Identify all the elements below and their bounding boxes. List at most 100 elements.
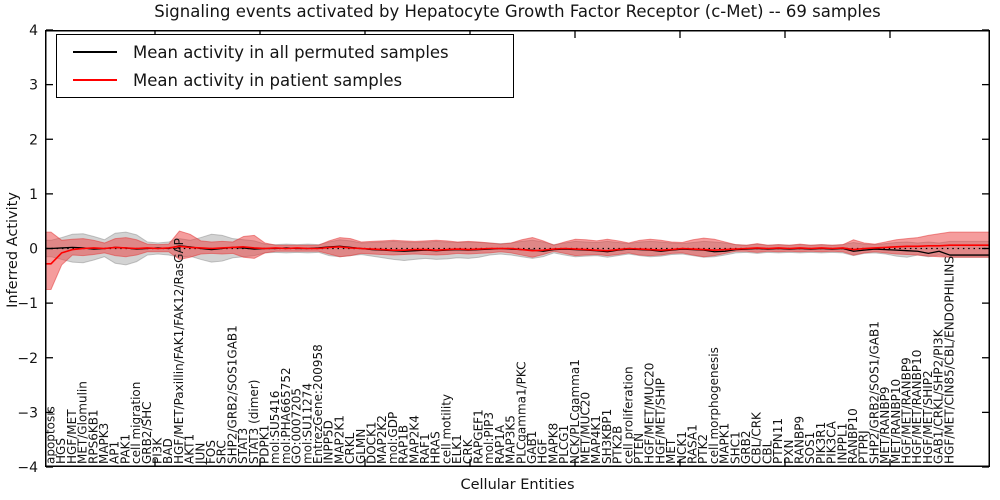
x-tick-label: PTEN <box>632 433 646 464</box>
x-tick-label: CRKL <box>343 432 357 464</box>
x-tick-label: RAP1B <box>397 425 411 464</box>
y-tick-label: −2 <box>17 351 38 367</box>
x-tick-label: SOS1 <box>803 432 817 464</box>
x-tick-label: MET <box>664 438 678 464</box>
x-tick-label: cell migration <box>129 382 143 464</box>
x-tick-label: AKT1 <box>183 434 197 464</box>
x-tick-label: GRB2 <box>739 430 753 464</box>
x-tick-label: mol:PIP3 <box>482 412 496 464</box>
x-tick-label: RAP1A <box>493 424 507 464</box>
x-tick-label: PI3K <box>151 437 165 464</box>
x-tick-label: HGF <box>536 439 550 464</box>
x-tick-label: MAP3K5 <box>504 415 518 464</box>
x-tick-label: PDPK1 <box>258 425 272 464</box>
x-tick-label: INPPL1 <box>835 423 849 464</box>
x-tick-label: STAT3 (dimer) <box>247 380 261 464</box>
x-tick-label: GRB2/SHC <box>140 401 154 464</box>
x-tick-label: HGF/MET/MUC20 <box>643 363 657 464</box>
x-tick-label: cell morphogenesis <box>707 347 721 464</box>
x-tick-label: JUN <box>193 443 207 465</box>
x-tick-label: MAPK3 <box>97 423 111 464</box>
x-tick-label: SH3KBP1 <box>600 409 614 464</box>
x-tick-label: MET/RANBP9 <box>878 387 892 464</box>
x-tick-label: PTPRJ <box>857 430 871 464</box>
x-tick-label: RAF1 <box>418 433 432 464</box>
x-tick-label: mol:SU11274 <box>300 383 314 464</box>
legend-line-black <box>73 51 117 53</box>
x-tick-label: NCK1 <box>675 431 689 464</box>
x-tick-label: CBL <box>760 440 774 464</box>
x-tick-label: INPP5D <box>322 420 336 464</box>
y-tick-label: −3 <box>17 405 38 421</box>
x-tick-label: mol:SU5416 <box>268 391 282 464</box>
y-axis-title: Inferred Activity <box>5 192 21 308</box>
legend-item-patient: Mean activity in patient samples <box>57 67 513 93</box>
x-tick-label: MET/MUC20 <box>579 392 593 464</box>
y-tick-label: 0 <box>29 242 38 258</box>
x-tick-label: apoptosis <box>44 406 58 464</box>
x-tick-label: MET/Glomulin <box>76 381 90 464</box>
x-tick-label: mol:GDP <box>386 412 400 464</box>
x-tick-label: cell proliferation <box>621 366 635 464</box>
x-tick-label: CBL/CRK <box>750 411 764 464</box>
x-tick-label: MET/RANBP10 <box>889 379 903 464</box>
chart-title: Signaling events activated by Hepatocyte… <box>154 2 881 21</box>
x-tick-label: HRAS <box>429 431 443 464</box>
x-tick-label: RANBP9 <box>793 416 807 464</box>
x-tick-label: HGF/MET/RANBP9 <box>900 357 914 464</box>
x-tick-label: PAK1 <box>118 434 132 464</box>
x-tick-label: HGF/MET/SHIP <box>653 378 667 464</box>
x-tick-label: CRK <box>461 438 475 464</box>
y-tick-label: −4 <box>17 460 38 476</box>
x-tick-label: GAB1 <box>525 431 539 464</box>
x-tick-label: cell motility <box>439 394 453 464</box>
x-tick-label: PXN <box>782 440 796 464</box>
x-tick-label: PIK3CA <box>825 420 839 464</box>
x-tick-label: PTK2 <box>696 434 710 464</box>
y-tick-label: 2 <box>29 132 38 148</box>
y-tick-label: 4 <box>29 23 38 39</box>
x-axis-title: Cellular Entities <box>460 477 575 493</box>
x-tick-label: HGF/MET/CIN85/CBL/ENDOPHILINS <box>942 256 956 464</box>
patient-mean-line <box>46 244 989 265</box>
x-tick-label: NCK/PLCgamma1 <box>568 359 582 464</box>
x-tick-label: GLMN <box>354 429 368 464</box>
x-tick-label: HGF/MET <box>65 409 79 464</box>
x-tick-label: PTPN11 <box>771 418 785 464</box>
x-tick-label: MAP2K1 <box>332 415 346 464</box>
x-tick-label: PLCgamma1/PKC <box>514 361 528 464</box>
x-tick-label: HGF/MET/SHIP2 <box>921 370 935 464</box>
x-tick-label: GO:0007205 <box>290 388 304 464</box>
x-tick-label: FOS <box>204 440 218 464</box>
x-tick-label: SRC <box>215 440 229 464</box>
y-tick-label: 3 <box>29 78 38 94</box>
x-tick-label: ELK1 <box>450 434 464 464</box>
x-tick-label: MAPK1 <box>718 423 732 464</box>
x-tick-label: PTK2B <box>611 426 625 464</box>
x-tick-label: RPS6KB1 <box>86 409 100 464</box>
x-tick-label: MAPK8 <box>546 423 560 464</box>
y-tick-label: 1 <box>29 187 38 203</box>
x-tick-label: STAT3 <box>236 428 250 464</box>
legend-line-red <box>73 79 117 81</box>
x-tick-label: HGS <box>54 438 68 464</box>
x-tick-label: PIK3R1 <box>814 422 828 464</box>
x-tick-label: MAP4K1 <box>589 415 603 464</box>
x-tick-label: BAD <box>161 438 175 464</box>
x-tick-label: RANBP10 <box>846 408 860 464</box>
x-tick-label: PLCG1 <box>557 425 571 464</box>
x-tick-label: SHP2/GRB2/SOS1GAB1 <box>225 325 239 464</box>
x-tick-label: EntrezGene:200958 <box>311 344 325 464</box>
x-tick-label: HGF/MET/Paxillin/FAK1/FAK12/RasGAP <box>172 238 186 464</box>
patient-std-band <box>45 230 990 290</box>
legend-label-patient: Mean activity in patient samples <box>133 70 403 90</box>
x-tick-label: SHC1 <box>728 431 742 464</box>
x-tick-label: DOCK1 <box>365 421 379 464</box>
x-tick-label: HGF/MET/RANBP10 <box>910 350 924 464</box>
legend-label-permuted: Mean activity in all permuted samples <box>133 42 449 62</box>
x-tick-label: SHP2/GRB2/SOS1/GAB1 <box>867 321 881 464</box>
x-tick-label: RAPGEF1 <box>472 409 486 464</box>
x-tick-label: GAB1/CRKL/SHP2/PI3K <box>932 328 946 464</box>
